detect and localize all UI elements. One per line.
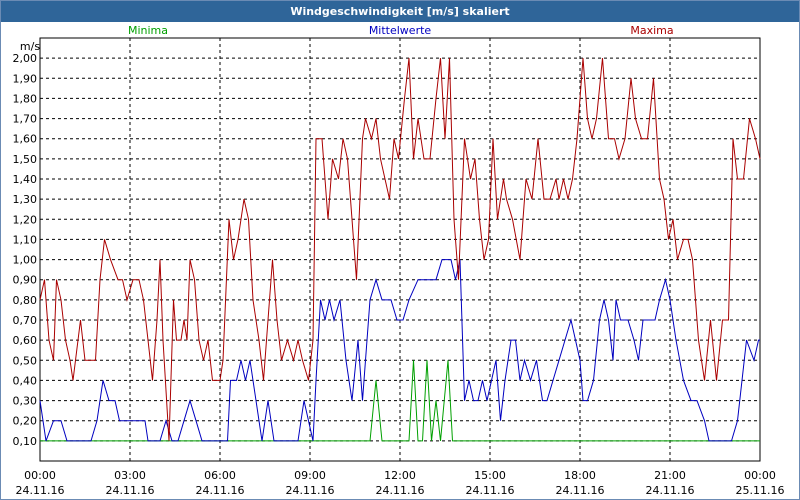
x-tick-date-label: 24.11.16 xyxy=(106,484,155,497)
y-tick-label: 0,80 xyxy=(13,294,38,307)
series-line-maxima xyxy=(39,58,761,441)
y-tick-label: 0,30 xyxy=(13,395,38,408)
y-tick-label: 0,90 xyxy=(13,274,38,287)
x-tick-date-label: 24.11.16 xyxy=(646,484,695,497)
x-tick-date-label: 24.11.16 xyxy=(556,484,605,497)
legend: Minima Mittelwerte Maxima xyxy=(128,24,674,37)
y-tick-label: 1,30 xyxy=(13,193,38,206)
y-tick-label: 0,10 xyxy=(13,435,38,448)
x-tick-time-label: 00:00 xyxy=(24,469,56,482)
legend-item-mittelwerte: Mittelwerte xyxy=(369,24,432,37)
y-tick-label: 0,40 xyxy=(13,374,38,387)
x-tick-date-label: 24.11.16 xyxy=(196,484,245,497)
y-tick-label: 0,20 xyxy=(13,415,38,428)
y-tick-label: 1,10 xyxy=(13,233,38,246)
x-tick-date-label: 24.11.16 xyxy=(16,484,65,497)
x-tick-date-label: 24.11.16 xyxy=(286,484,335,497)
x-tick-time-label: 09:00 xyxy=(294,469,326,482)
x-tick-time-label: 15:00 xyxy=(474,469,506,482)
plot-frame xyxy=(39,37,761,462)
y-tick-label: 1,40 xyxy=(13,173,38,186)
legend-item-maxima: Maxima xyxy=(630,24,673,37)
series-lines xyxy=(39,58,761,442)
y-tick-label: 1,20 xyxy=(13,213,38,226)
x-tick-time-label: 06:00 xyxy=(204,469,236,482)
y-tick-label: 1,80 xyxy=(13,92,38,105)
y-tick-label: 0,60 xyxy=(13,334,38,347)
x-tick-date-label: 24.11.16 xyxy=(466,484,515,497)
series-line-mittelwerte xyxy=(39,259,760,442)
y-tick-label: 2,00 xyxy=(13,52,38,65)
y-tick-label: 1,50 xyxy=(13,153,38,166)
y-tick-label: 1,90 xyxy=(13,72,38,85)
legend-item-minima: Minima xyxy=(128,24,168,37)
y-axis-unit-label: m/s xyxy=(20,40,40,53)
chart-title: Windgeschwindigkeit [m/s] skaliert xyxy=(1,1,799,22)
x-tick-time-label: 18:00 xyxy=(564,469,596,482)
y-tick-label: 1,60 xyxy=(13,133,38,146)
x-tick-time-label: 12:00 xyxy=(384,469,416,482)
x-tick-time-label: 00:00 xyxy=(744,469,776,482)
x-tick-labels: 00:00 24.11.16 03:00 24.11.16 06:00 24.11.16 0… xyxy=(16,469,785,497)
y-tick-label: 0,50 xyxy=(13,354,38,367)
x-tick-time-label: 03:00 xyxy=(114,469,146,482)
x-tick-time-label: 21:00 xyxy=(654,469,686,482)
x-tick-date-label: 24.11.16 xyxy=(376,484,425,497)
y-tick-labels: 0,10 0,20 0,30 0,40 0,50 0,60 0,70 0,80 0,90 1,00… xyxy=(13,52,38,448)
x-tick-date-label: 25.11.16 xyxy=(736,484,785,497)
y-tick-label: 0,70 xyxy=(13,314,38,327)
y-tick-label: 1,00 xyxy=(13,254,38,267)
y-tick-label: 1,70 xyxy=(13,113,38,126)
grid-lines xyxy=(40,38,760,461)
series-line-minima xyxy=(40,360,760,442)
